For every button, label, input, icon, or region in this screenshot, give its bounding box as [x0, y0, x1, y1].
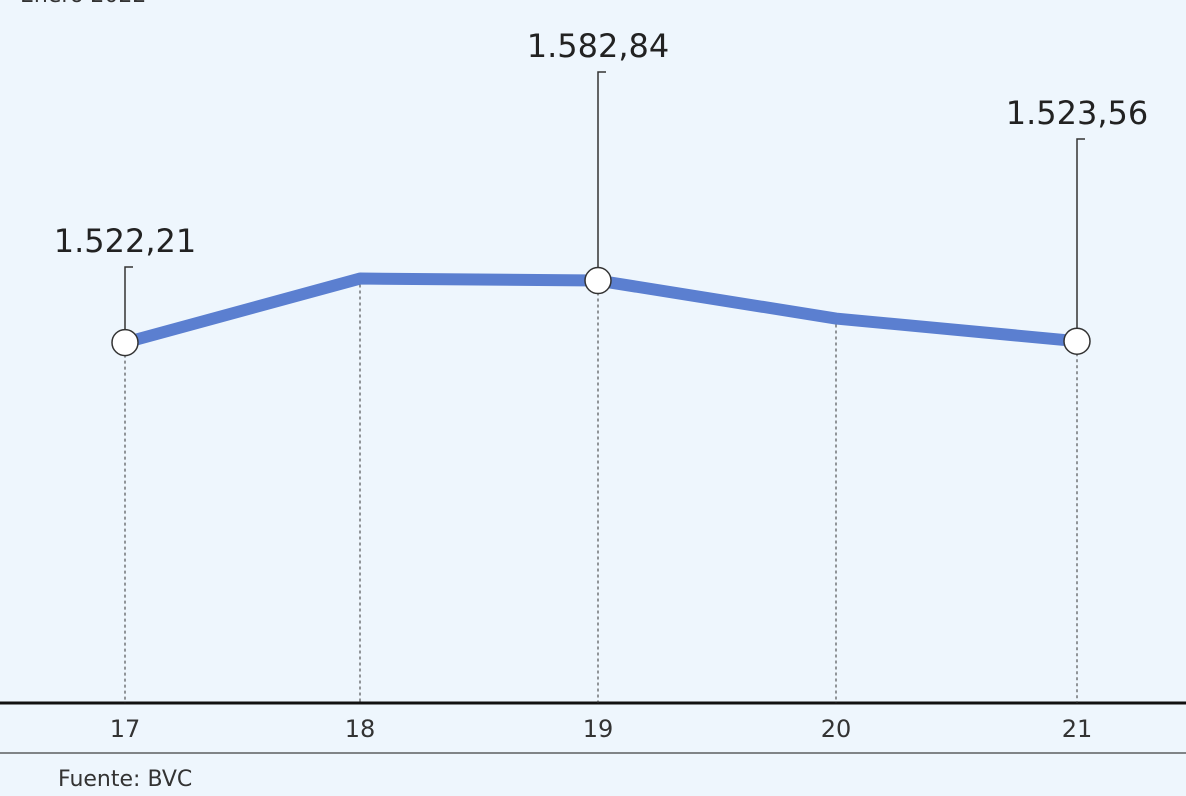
- x-tick-label: 17: [110, 715, 141, 743]
- source-note: Fuente: BVC: [58, 767, 192, 792]
- value-label: 1.522,21: [54, 222, 197, 260]
- leader-line: [597, 71, 606, 281]
- point-marker: [111, 328, 139, 357]
- leader-line: [124, 266, 133, 343]
- chart-subtitle: Enero 2022: [20, 0, 146, 8]
- value-label: 1.523,56: [1006, 94, 1149, 132]
- x-tick-label: 20: [821, 715, 852, 743]
- leader-line: [1076, 138, 1085, 342]
- value-label: 1.582,84: [527, 27, 670, 65]
- x-tick-label: 19: [583, 715, 614, 743]
- x-tick-label: 21: [1062, 715, 1093, 743]
- x-tick-label: 18: [345, 715, 376, 743]
- point-marker: [584, 266, 612, 295]
- point-marker: [1063, 327, 1091, 355]
